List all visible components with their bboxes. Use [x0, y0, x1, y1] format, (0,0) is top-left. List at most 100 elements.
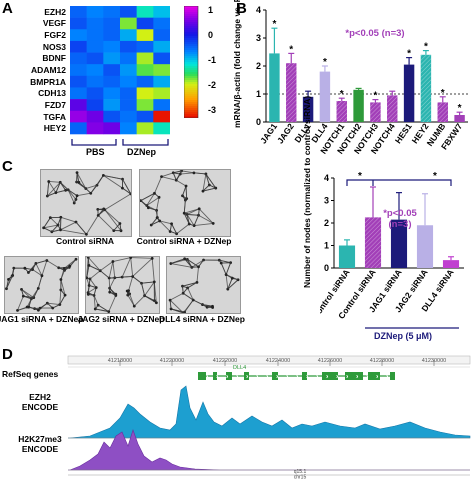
tube-segment — [6, 279, 9, 289]
heatmap-cell — [120, 52, 137, 65]
colorbar-segment — [184, 94, 198, 97]
tube-segment — [55, 182, 61, 193]
gene-strand-arrow: › — [266, 374, 269, 381]
network-node — [59, 278, 63, 281]
heatmap-cell — [103, 110, 121, 123]
heatmap-cell — [136, 29, 154, 42]
colorbar-segment — [184, 32, 198, 35]
tube-segment — [202, 187, 216, 192]
network-node — [47, 180, 51, 183]
colorbar-segment — [184, 82, 198, 85]
barc-bar-hatch — [364, 217, 382, 268]
heatmap-cell — [136, 17, 154, 30]
heatmap-cell — [86, 52, 104, 65]
track-label-ezh2: EZH2 ENCODE — [21, 392, 59, 412]
tube-segment — [28, 263, 37, 273]
tube-segment — [17, 295, 24, 311]
tube-segment — [194, 222, 214, 227]
tube-segment — [171, 223, 178, 234]
colorbar-segment — [184, 72, 198, 75]
network-node — [158, 219, 162, 223]
micrograph-image — [166, 256, 241, 314]
tube-segment — [59, 294, 66, 305]
bar-chart-b: 01234*JAG1*JAG2DLL1*DLL4*NOTCH1NOTCH2*NO… — [256, 6, 468, 156]
tube-segment — [184, 208, 200, 214]
heatmap-row-label: CDH13 — [38, 88, 66, 99]
micrograph-network — [41, 170, 131, 236]
heatmap-cell — [120, 122, 137, 135]
heatmap-row-label: BDNF — [42, 53, 66, 64]
network-node — [154, 301, 158, 305]
micrograph-image — [85, 256, 160, 314]
gene-strand-arrow: › — [346, 374, 349, 381]
network-node — [87, 264, 91, 267]
tube-segment — [205, 173, 217, 189]
tube-segment — [129, 293, 135, 307]
heatmap-cell — [136, 6, 154, 18]
heatmap-row-label: FGF2 — [44, 30, 66, 41]
micrograph-network — [167, 257, 240, 313]
heatmap-cell — [103, 99, 121, 112]
heatmap-row-label: NOS3 — [42, 41, 66, 52]
network-node — [63, 293, 67, 297]
tube-segment — [132, 258, 153, 277]
gene-strand-arrow: › — [306, 374, 309, 381]
tube-segment — [93, 295, 99, 306]
tube-segment — [198, 208, 214, 224]
heatmap-cell — [103, 64, 121, 77]
tube-segment — [113, 223, 121, 231]
network-node — [192, 171, 196, 175]
tube-segment — [133, 295, 145, 307]
tube-segment — [121, 257, 132, 278]
barb-significance-star: * — [272, 19, 276, 30]
heatmap-cell — [153, 110, 170, 123]
colorbar-segment — [184, 42, 198, 45]
gene-strand-arrow: › — [356, 374, 359, 381]
colorbar-segment — [184, 28, 198, 31]
network-node — [21, 294, 25, 298]
network-node — [108, 290, 112, 294]
panel-letter-c: C — [2, 158, 13, 175]
tube-segment — [37, 275, 43, 289]
tube-segment — [47, 302, 60, 306]
barc-ytick-label: 3 — [324, 196, 329, 206]
tube-segment — [103, 175, 123, 189]
tube-segment — [187, 287, 194, 301]
network-node — [118, 222, 122, 225]
barb-bar-hatch — [336, 101, 347, 122]
network-node — [7, 277, 10, 281]
track-label-h3k27me3: H2K27me3 ENCODE — [18, 434, 62, 454]
tube-segment — [141, 283, 146, 296]
colorbar-segment — [184, 62, 198, 65]
tube-segment — [87, 287, 97, 293]
colorbar-segment — [184, 98, 198, 101]
colorbar-segment — [184, 70, 198, 73]
tube-segment — [28, 298, 32, 308]
tube-segment — [48, 181, 57, 193]
barb-bar — [269, 53, 280, 122]
barb-ylabel-box: mRNA/β-actin (fold change vs. PBS) — [222, 0, 252, 128]
barb-ytick-label: 2 — [256, 61, 261, 71]
barc-significance-bracket — [346, 179, 452, 186]
tube-segment — [55, 189, 66, 194]
heatmap-cell — [103, 87, 121, 100]
network-node — [23, 266, 27, 270]
gene-strand-arrow: › — [386, 374, 389, 381]
barb-significance-star: * — [424, 42, 428, 53]
barc-ytick-label: 0 — [324, 263, 329, 273]
network-node — [169, 307, 173, 311]
tube-segment — [198, 214, 214, 224]
tube-segment — [148, 207, 157, 211]
heatmap-cell — [86, 75, 104, 88]
tube-segment — [97, 304, 109, 313]
micrograph-network — [5, 257, 78, 313]
tube-segment — [63, 258, 77, 269]
tube-segment — [227, 278, 233, 290]
tube-segment — [60, 221, 77, 231]
heatmap-cell — [70, 110, 87, 123]
barb-ytick-label: 3 — [256, 33, 261, 43]
network-node — [94, 286, 98, 289]
colorbar-segment — [184, 22, 198, 25]
colorbar-segment — [184, 12, 198, 15]
